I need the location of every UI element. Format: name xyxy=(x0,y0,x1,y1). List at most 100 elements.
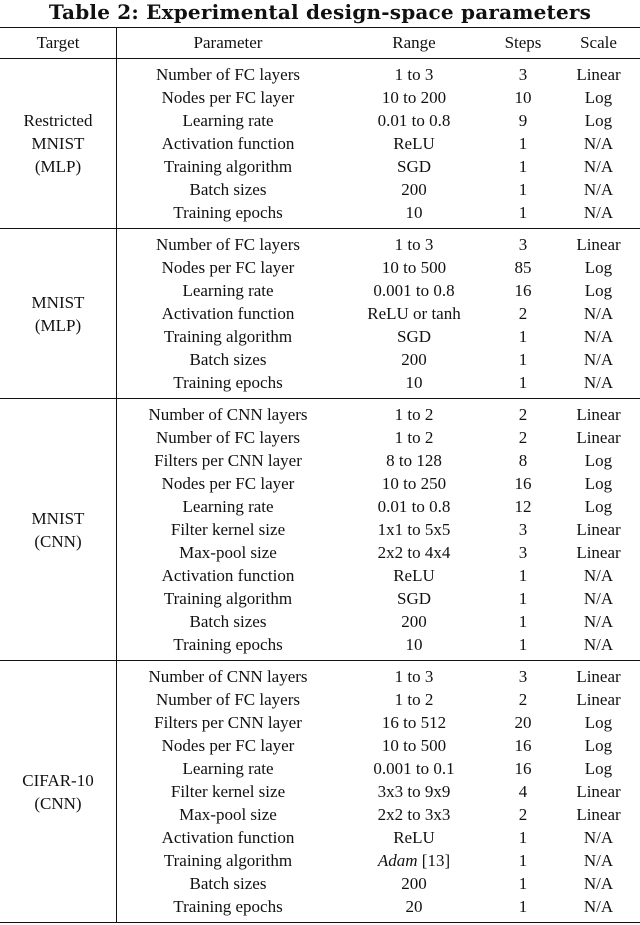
table-row: Nodes per FC layer 10 to 500 16 Log xyxy=(117,734,640,757)
scale-cell: N/A xyxy=(583,134,614,153)
range-cell: 1 to 3 xyxy=(394,667,434,686)
parameter-cell: Learning rate xyxy=(182,759,274,778)
header-steps: Steps xyxy=(504,33,542,52)
parameter-cell: Number of CNN layers xyxy=(148,405,308,424)
parameter-cell: Filters per CNN layer xyxy=(154,451,302,470)
steps-cell: 3 xyxy=(518,667,528,686)
steps-cell: 1 xyxy=(518,897,528,916)
steps-cell: 1 xyxy=(518,874,528,893)
range-cell: 2x2 to 4x4 xyxy=(377,543,451,562)
steps-cell: 2 xyxy=(518,405,528,424)
parameter-cell: Learning rate xyxy=(182,281,274,300)
scale-cell: Log xyxy=(584,451,613,470)
range-cell: 10 to 250 xyxy=(381,474,447,493)
table-group: Restricted MNIST (MLP) Number of FC layer… xyxy=(0,59,640,229)
steps-cell: 1 xyxy=(518,612,528,631)
citation: [13] xyxy=(417,851,451,870)
range-cell: 200 xyxy=(401,350,427,369)
scale-cell: N/A xyxy=(583,203,614,222)
scale-cell: Log xyxy=(584,111,613,130)
range-cell: 0.01 to 0.8 xyxy=(377,497,451,516)
steps-cell: 2 xyxy=(518,690,528,709)
parameter-cell: Batch sizes xyxy=(189,612,267,631)
range-cell: 10 xyxy=(405,373,423,392)
table-group: MNIST (CNN) Number of CNN layers 1 to 2 2 Li… xyxy=(0,399,640,661)
steps-cell: 1 xyxy=(518,828,528,847)
scale-cell: N/A xyxy=(583,589,614,608)
range-italic: Adam xyxy=(377,851,418,870)
range-cell: 200 xyxy=(401,612,427,631)
range-cell: 20 xyxy=(405,897,423,916)
parameter-cell: Activation function xyxy=(161,134,295,153)
scale-cell: Linear xyxy=(576,690,621,709)
parameter-cell: Activation function xyxy=(161,828,295,847)
scale-cell: N/A xyxy=(583,180,614,199)
target-cell: MNIST (MLP) xyxy=(0,229,117,398)
table-row: Filter kernel size 3x3 to 9x9 4 Linear xyxy=(117,780,640,803)
parameter-cell: Nodes per FC layer xyxy=(161,474,295,493)
range-cell: 10 xyxy=(405,203,423,222)
range-cell: 8 to 128 xyxy=(386,451,442,470)
steps-cell: 20 xyxy=(514,713,532,732)
parameter-cell: Number of FC layers xyxy=(155,690,300,709)
table-group: MNIST (MLP) Number of FC layers 1 to 3 3 Lin… xyxy=(0,229,640,399)
range-cell: 1 to 2 xyxy=(394,428,434,447)
table-row: Training epochs 10 1 N/A xyxy=(117,633,640,656)
parameter-cell: Number of FC layers xyxy=(155,428,300,447)
range-cell: 10 xyxy=(405,635,423,654)
parameter-cell: Training epochs xyxy=(173,897,283,916)
table-row: Batch sizes 200 1 N/A xyxy=(117,348,640,371)
header-range: Range xyxy=(392,33,436,52)
steps-cell: 3 xyxy=(518,235,528,254)
parameter-cell: Number of FC layers xyxy=(155,65,300,84)
range-cell: ReLU xyxy=(393,828,435,847)
steps-cell: 1 xyxy=(518,373,528,392)
steps-cell: 1 xyxy=(518,157,528,176)
range-cell: 16 to 512 xyxy=(381,713,447,732)
table-row: Activation function ReLU 1 N/A xyxy=(117,826,640,849)
scale-cell: Linear xyxy=(576,520,621,539)
table-row: Learning rate 0.01 to 0.8 12 Log xyxy=(117,495,640,518)
parameter-cell: Learning rate xyxy=(182,111,274,130)
scale-cell: N/A xyxy=(583,874,614,893)
scale-cell: N/A xyxy=(583,612,614,631)
scale-cell: Log xyxy=(584,474,613,493)
scale-cell: N/A xyxy=(583,157,614,176)
parameter-cell: Batch sizes xyxy=(189,350,267,369)
scale-cell: Linear xyxy=(576,235,621,254)
parameter-cell: Filter kernel size xyxy=(170,782,286,801)
parameter-cell: Training epochs xyxy=(173,373,283,392)
range-cell: 10 to 500 xyxy=(381,258,447,277)
table-row: Activation function ReLU 1 N/A xyxy=(117,132,640,155)
table-title: Table 2: Experimental design-space param… xyxy=(48,0,592,24)
parameter-cell: Max-pool size xyxy=(179,543,277,562)
parameter-cell: Number of CNN layers xyxy=(148,667,308,686)
scale-cell: Log xyxy=(584,713,613,732)
header-target: Target xyxy=(0,28,117,58)
table-row: Batch sizes 200 1 N/A xyxy=(117,610,640,633)
scale-cell: N/A xyxy=(583,327,614,346)
steps-cell: 2 xyxy=(518,428,528,447)
table-row: Number of FC layers 1 to 2 2 Linear xyxy=(117,688,640,711)
table-row: Number of FC layers 1 to 2 2 Linear xyxy=(117,426,640,449)
scale-cell: Log xyxy=(584,281,613,300)
scale-cell: N/A xyxy=(583,828,614,847)
parameter-cell: Number of FC layers xyxy=(155,235,300,254)
parameter-cell: Batch sizes xyxy=(189,180,267,199)
steps-cell: 10 xyxy=(514,88,532,107)
target-cell: MNIST (CNN) xyxy=(0,399,117,660)
range-cell: ReLU xyxy=(393,134,435,153)
table-row: Max-pool size 2x2 to 4x4 3 Linear xyxy=(117,541,640,564)
scale-cell: Linear xyxy=(576,782,621,801)
parameter-cell: Max-pool size xyxy=(179,805,277,824)
table-row: Filters per CNN layer 16 to 512 20 Log xyxy=(117,711,640,734)
parameter-cell: Activation function xyxy=(161,566,295,585)
scale-cell: Log xyxy=(584,258,613,277)
table-row: Number of FC layers 1 to 3 3 Linear xyxy=(117,63,640,86)
scale-cell: Log xyxy=(584,497,613,516)
table-row: Number of FC layers 1 to 3 3 Linear xyxy=(117,233,640,256)
parameter-cell: Activation function xyxy=(161,304,295,323)
steps-cell: 1 xyxy=(518,327,528,346)
scale-cell: N/A xyxy=(583,373,614,392)
steps-cell: 1 xyxy=(518,566,528,585)
